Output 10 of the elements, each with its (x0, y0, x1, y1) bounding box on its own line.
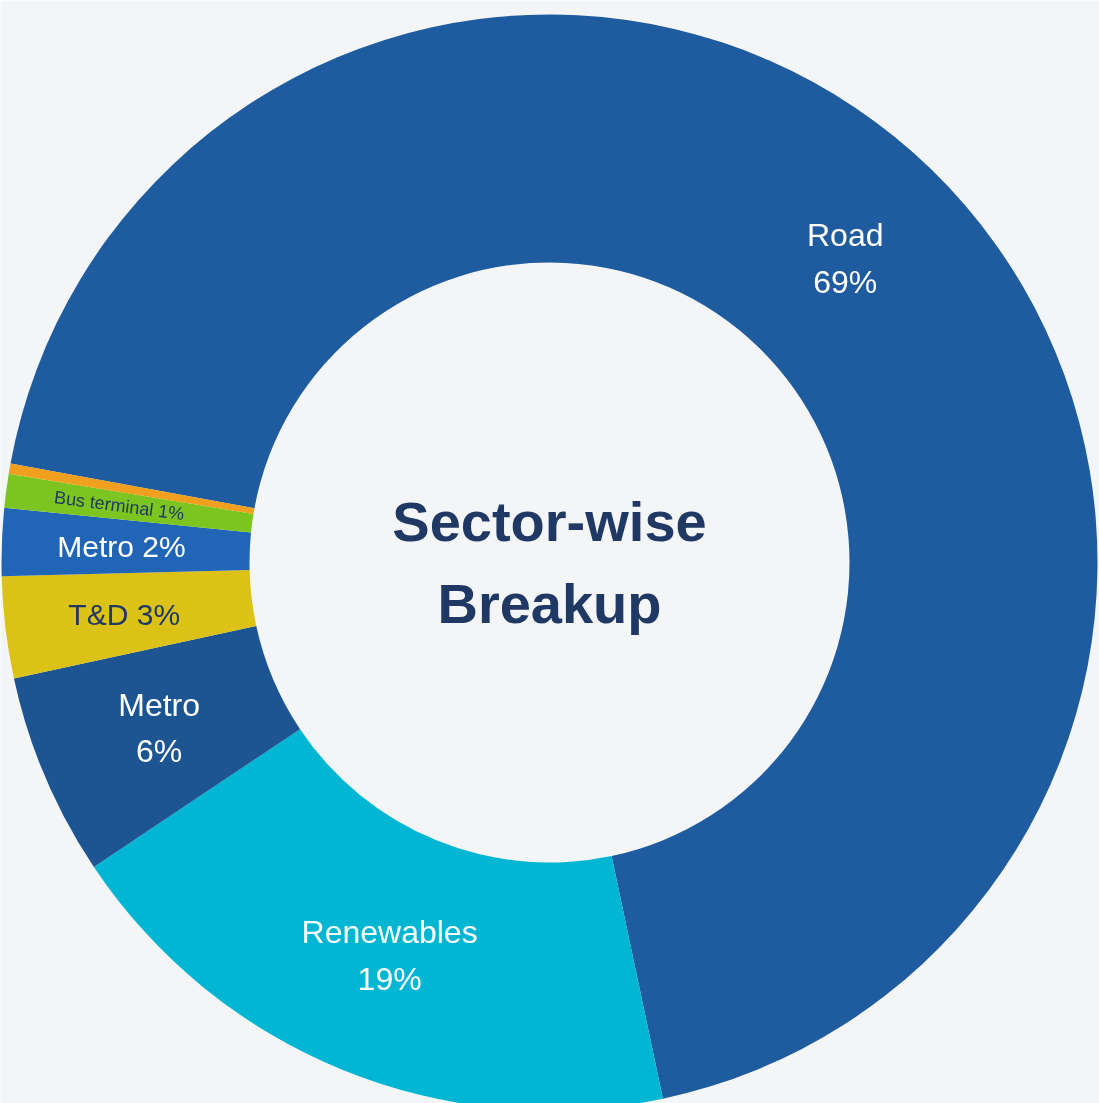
slice-label: Bus terminal 1% (52, 487, 186, 525)
data-label: 6% (136, 733, 183, 770)
data-label: 69% (813, 264, 878, 301)
slice-label: T&D 3% (68, 598, 181, 632)
slice-label: Road (807, 217, 884, 254)
category-label: Metro 2% (57, 529, 186, 563)
data-label: 19% (357, 960, 422, 997)
slice-label: Renewables (301, 913, 478, 950)
slice-label: Metro (118, 686, 201, 723)
text: Sector-wise Breakup (392, 490, 707, 635)
